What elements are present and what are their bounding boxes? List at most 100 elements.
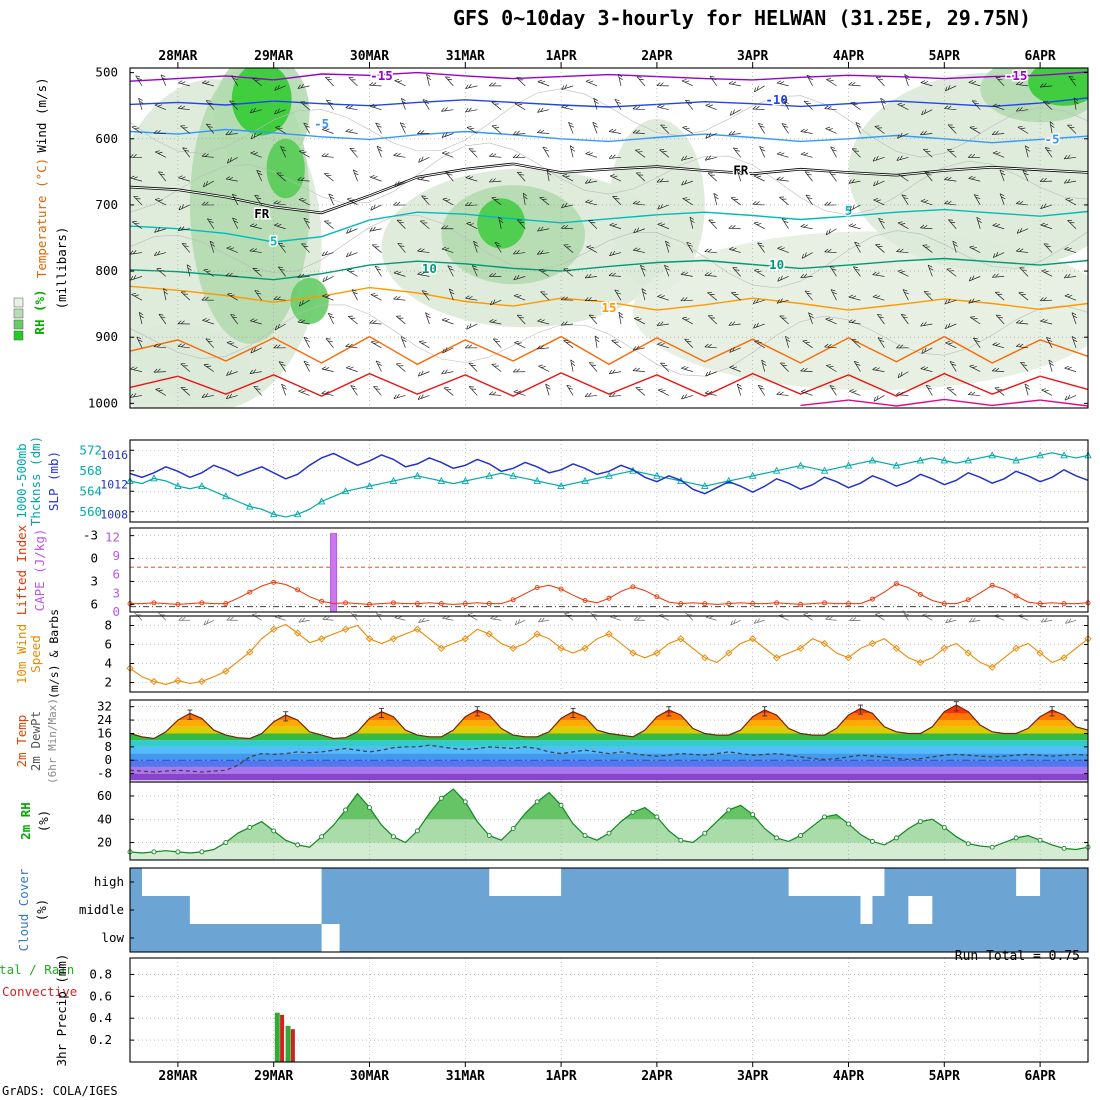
svg-text:1016: 1016 xyxy=(100,448,128,462)
li-line xyxy=(130,581,1089,605)
svg-text:middle: middle xyxy=(79,902,124,917)
svg-text:568: 568 xyxy=(79,463,102,478)
svg-text:2m Temp: 2m Temp xyxy=(14,715,29,768)
svg-text:0: 0 xyxy=(112,604,120,619)
rh-legend-swatch xyxy=(13,308,24,319)
svg-text:(millibars): (millibars) xyxy=(54,227,69,310)
cloud-gap xyxy=(141,868,322,896)
svg-text:3hr Precip (mm): 3hr Precip (mm) xyxy=(54,954,69,1067)
rh-shading-blob xyxy=(848,72,1088,272)
svg-text:12: 12 xyxy=(105,529,120,544)
svg-text:31MAR: 31MAR xyxy=(446,1069,485,1084)
temp-curve xyxy=(129,704,1089,740)
svg-text:CAPE (J/kg): CAPE (J/kg) xyxy=(32,529,47,612)
svg-text:1000-500mb: 1000-500mb xyxy=(14,443,29,518)
slp-line xyxy=(129,452,1089,495)
svg-text:(%): (%) xyxy=(34,899,49,922)
cloud-gap xyxy=(489,868,562,896)
svg-text:0: 0 xyxy=(90,551,98,566)
panel-cloud: high middle low Cloud Cover (%) xyxy=(16,867,1089,953)
svg-text:-10: -10 xyxy=(765,92,788,107)
svg-text:3APR: 3APR xyxy=(737,49,768,64)
svg-text:4APR: 4APR xyxy=(833,1069,864,1084)
svg-text:2APR: 2APR xyxy=(641,1069,672,1084)
temp-band xyxy=(130,720,1088,727)
temp-band xyxy=(130,746,1088,754)
temp-band xyxy=(130,705,1088,707)
svg-text:40: 40 xyxy=(97,811,112,826)
cloud-gap xyxy=(860,896,873,924)
svg-text:low: low xyxy=(101,930,124,945)
wind-speed-line xyxy=(129,623,1089,685)
svg-text:2APR: 2APR xyxy=(641,49,672,64)
svg-text:FR: FR xyxy=(733,163,749,178)
svg-text:9: 9 xyxy=(112,548,120,563)
svg-text:28MAR: 28MAR xyxy=(158,49,197,64)
rain-bar xyxy=(274,1012,280,1062)
svg-text:700: 700 xyxy=(95,197,118,212)
svg-text:30MAR: 30MAR xyxy=(350,1069,389,1084)
temp-band xyxy=(130,726,1088,734)
svg-text:10: 10 xyxy=(422,261,437,276)
cape-bar xyxy=(330,533,338,613)
run-total-label: Run Total = 0.75 xyxy=(954,949,1080,964)
dewpoint-curve xyxy=(129,744,1089,773)
svg-text:16: 16 xyxy=(97,725,112,740)
svg-text:6: 6 xyxy=(90,596,98,611)
cloud-gap xyxy=(788,868,885,896)
cloud-gap xyxy=(189,896,322,924)
svg-text:Lifted Index: Lifted Index xyxy=(14,524,29,615)
rh-legend-swatch xyxy=(13,330,24,341)
convective-bar xyxy=(280,1014,285,1062)
svg-text:2m DewPt: 2m DewPt xyxy=(28,711,43,771)
svg-text:28MAR: 28MAR xyxy=(158,1069,197,1084)
svg-text:Total / Rain: Total / Rain xyxy=(0,962,74,977)
svg-text:1APR: 1APR xyxy=(545,1069,576,1084)
svg-text:15: 15 xyxy=(601,300,616,315)
panel-rh2m: 20 40 60 2m RH (%) xyxy=(18,781,1091,861)
svg-text:600: 600 xyxy=(95,131,118,146)
svg-text:24: 24 xyxy=(97,712,112,727)
grads-credit: GrADS: COLA/IGES xyxy=(2,1084,118,1098)
svg-text:6APR: 6APR xyxy=(1024,1069,1055,1084)
svg-text:10m Wind: 10m Wind xyxy=(14,624,29,684)
panel-slp-thickness: 560 564 568 572 1008 1012 1016 1000-500mb Thckns… xyxy=(14,436,1092,526)
date-axes: 28MAR 28MAR 29MAR 29MAR 30MAR 30MAR 31MAR 31MAR… xyxy=(158,49,1056,1084)
svg-text:-15: -15 xyxy=(370,68,393,83)
svg-text:560: 560 xyxy=(79,504,102,519)
rh-shading-blob xyxy=(477,198,526,249)
rh-fill-band xyxy=(130,789,1088,860)
svg-text:(m/s) & Barbs: (m/s) & Barbs xyxy=(47,609,61,699)
svg-text:-15: -15 xyxy=(1005,68,1028,83)
cloud-gap xyxy=(321,924,340,952)
svg-text:4APR: 4APR xyxy=(833,49,864,64)
svg-text:20: 20 xyxy=(97,835,112,850)
svg-text:1APR: 1APR xyxy=(545,49,576,64)
svg-text:high: high xyxy=(94,874,124,889)
svg-text:Speed: Speed xyxy=(28,635,43,673)
svg-text:564: 564 xyxy=(79,483,102,498)
rh-shading-blob xyxy=(130,324,250,408)
panel-wind10m: 2 4 6 8 10m Wind Speed (m/s) & Barbs xyxy=(14,609,1092,699)
svg-text:FR: FR xyxy=(254,206,270,221)
svg-text:6: 6 xyxy=(112,567,120,582)
svg-text:29MAR: 29MAR xyxy=(254,1069,293,1084)
svg-text:6: 6 xyxy=(104,637,112,652)
svg-text:(%): (%) xyxy=(36,810,51,833)
svg-text:800: 800 xyxy=(95,263,118,278)
svg-text:32: 32 xyxy=(97,699,112,714)
svg-text:5: 5 xyxy=(845,203,853,218)
rh-shading-blob xyxy=(1028,68,1088,106)
svg-text:-5: -5 xyxy=(1045,131,1060,146)
svg-text:3: 3 xyxy=(112,585,120,600)
svg-text:1008: 1008 xyxy=(100,508,128,522)
svg-text:4: 4 xyxy=(104,656,112,671)
svg-text:0.2: 0.2 xyxy=(89,1032,112,1047)
convective-bar xyxy=(290,1029,295,1062)
svg-text:31MAR: 31MAR xyxy=(446,49,485,64)
